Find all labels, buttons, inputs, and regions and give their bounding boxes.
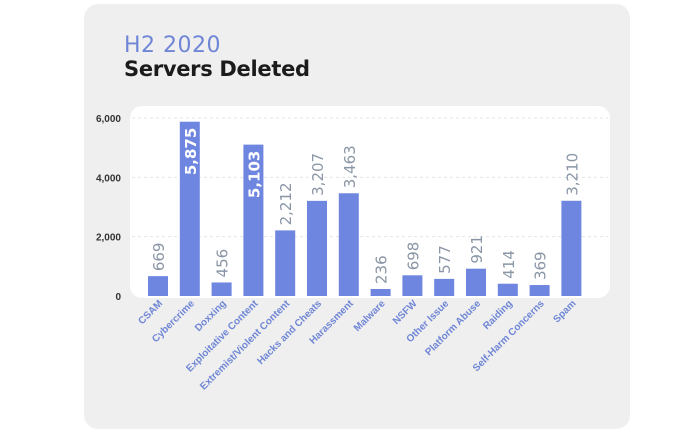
bar — [370, 288, 391, 296]
value-label: 577 — [436, 245, 454, 274]
bar — [148, 276, 168, 296]
bar — [275, 230, 296, 296]
bars — [148, 121, 582, 296]
value-label: 698 — [404, 242, 422, 271]
chart-period: H2 2020 — [124, 33, 222, 58]
value-label: 2,212 — [277, 182, 295, 225]
category-label: Platform Abuse — [423, 298, 483, 358]
value-label: 669 — [150, 243, 168, 272]
bar — [529, 285, 550, 296]
value-label: 236 — [373, 255, 391, 284]
category-label: NSFW — [391, 298, 420, 327]
y-tick-label: 2,000 — [96, 233, 121, 244]
bar — [434, 278, 455, 296]
bar — [211, 282, 232, 296]
value-label: 921 — [468, 235, 486, 264]
bar — [561, 200, 582, 296]
value-label: 3,210 — [563, 153, 581, 196]
bar — [402, 275, 423, 296]
value-label: 3,207 — [309, 153, 327, 196]
bar — [307, 200, 327, 296]
value-label: 5,875 — [182, 128, 200, 175]
chart-title: Servers Deleted — [124, 57, 310, 81]
value-label: 3,463 — [341, 145, 359, 188]
value-label: 5,103 — [245, 151, 263, 198]
y-tick-label: 6,000 — [96, 114, 121, 125]
value-label: 414 — [500, 250, 518, 279]
y-tick-label: 0 — [115, 292, 121, 303]
value-label: 369 — [532, 251, 550, 280]
bar — [179, 121, 200, 296]
plot-area — [130, 106, 610, 298]
category-label: CSAM — [137, 298, 166, 327]
bar — [497, 283, 518, 296]
value-labels: 669 5,875 456 5,103 2,212 3,207 3,463 236 698 577… — [150, 128, 581, 284]
bar — [338, 193, 359, 296]
y-tick-label: 4,000 — [96, 173, 121, 184]
y-axis-ticks: 0 2,000 4,000 6,000 — [96, 114, 121, 303]
category-label: Malware — [352, 298, 388, 334]
category-label: Spam — [551, 298, 578, 325]
bar — [466, 268, 486, 296]
value-label: 456 — [214, 249, 232, 278]
bar — [243, 144, 264, 296]
gridlines — [132, 117, 608, 238]
